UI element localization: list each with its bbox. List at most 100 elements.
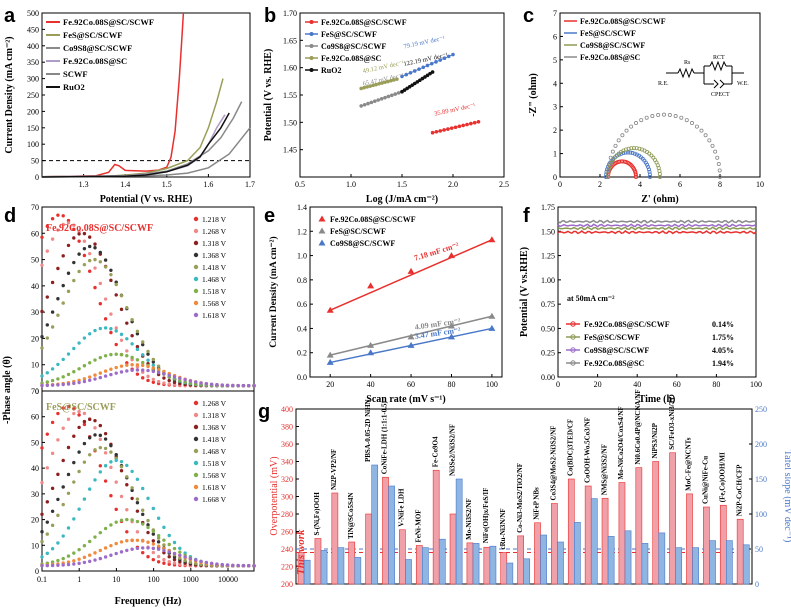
- e-point: [447, 322, 455, 329]
- g-category-label: NiFe(OH)x/FeS/IF: [482, 488, 490, 544]
- d-point-top: [141, 342, 145, 347]
- e-axes-ytick-label: 1.0: [297, 252, 307, 261]
- g-overpotential-bar: [551, 503, 558, 585]
- a-axes-xtick-label: 1.3: [79, 180, 89, 189]
- d-point-bottom: [50, 451, 55, 456]
- d-point-top: [167, 373, 171, 378]
- g-ytick-label: 240: [281, 545, 293, 554]
- a-series-line: [41, 112, 230, 178]
- d-legend-label: 1.668 V: [202, 495, 227, 504]
- d-point-top: [77, 252, 81, 256]
- b-legend-label: Fe.92Co.08S@SC/SCWF: [321, 18, 407, 27]
- d-point-bottom: [215, 562, 219, 566]
- c-point: [684, 118, 689, 123]
- d-point-top: [93, 242, 97, 246]
- circuit-we: W.E.: [737, 81, 749, 87]
- a-legend-label: Co9S8@SC/SCWF: [63, 43, 132, 53]
- g-y2tick-label: 0: [755, 580, 759, 589]
- d-point-bottom: [125, 475, 129, 479]
- g-tafel-bar: [557, 541, 564, 585]
- resistor-rct-icon: [709, 60, 727, 72]
- d-xtick-label: 0.1: [37, 575, 47, 584]
- e-axes-ytick-label: 0.2: [297, 349, 307, 358]
- b-point: [386, 79, 390, 84]
- d-point-bottom: [45, 432, 50, 436]
- d-point-bottom: [162, 543, 166, 547]
- d-point-top: [56, 213, 60, 217]
- d-point-top: [135, 372, 140, 376]
- g-tafel-bar: [624, 530, 632, 585]
- c-point: [629, 124, 634, 129]
- d-point-bottom: [119, 468, 124, 473]
- panel-label-a: a: [4, 5, 16, 27]
- g-category-label: Fe-Co9O4: [431, 436, 439, 467]
- d-point-top: [88, 332, 92, 336]
- a-xlabel: Potential (V vs. RHE): [100, 194, 193, 205]
- d-legend-label: 1.518 V: [202, 287, 227, 296]
- c-legend-label: Fe.92Co.08S@SC/SCWF: [580, 17, 666, 26]
- d-point-bottom: [61, 485, 65, 489]
- g-overpotential-bar: [348, 541, 356, 585]
- circuit-re: R.E.: [658, 81, 669, 87]
- g-category-label: cRu-Ni3N/NF: [499, 508, 507, 549]
- d-point-bottom: [167, 550, 171, 554]
- e-point: [488, 312, 496, 319]
- d-point-bottom: [194, 558, 198, 562]
- d-point-bottom: [109, 443, 113, 448]
- d-point-top: [45, 371, 50, 375]
- d-point-bottom: [162, 548, 166, 553]
- g-y2tick-label: 50: [755, 545, 763, 554]
- d-point-bottom: [93, 426, 97, 430]
- b-slope-label: 79.19 mV dec⁻¹: [403, 35, 445, 51]
- f-legend-marker: [570, 321, 576, 327]
- g-tafel-bar: [455, 478, 463, 585]
- g-category-label: FeNi-MOF: [415, 509, 423, 542]
- d-xtick-label: 10: [112, 575, 120, 584]
- g-overpotential-bar: [432, 469, 440, 585]
- c-point: [608, 155, 613, 160]
- a-axes-ytick-label: 200: [27, 107, 39, 116]
- d-point-top: [119, 332, 124, 337]
- e-point: [326, 306, 334, 313]
- c-point: [644, 115, 649, 120]
- d-point-top: [88, 269, 92, 273]
- f-axes-ytick-label: 1.50: [541, 227, 555, 236]
- g-category-label: CuNi@NiFe-Cu: [702, 456, 710, 504]
- g-tafel-bar: [590, 498, 598, 585]
- g-y2label: Tafel slope (mV dec⁻¹): [782, 450, 791, 543]
- f-legend-marker: [570, 347, 576, 353]
- e-axes-xtick-label: 100: [486, 380, 498, 389]
- d-point-top: [119, 352, 124, 357]
- d-point-bottom: [141, 539, 145, 543]
- b-axes-ytick-label: 1.60: [283, 64, 297, 73]
- d-point-bottom: [209, 561, 214, 566]
- b-point: [407, 85, 412, 89]
- d-point-top: [247, 383, 251, 388]
- c-axes-xtick-label: 2: [598, 180, 602, 189]
- d-point-bottom: [188, 556, 193, 561]
- c-point: [647, 172, 652, 177]
- d-point-bottom: [77, 547, 81, 552]
- c-point: [616, 138, 621, 143]
- d-legend-marker: [193, 496, 199, 502]
- c-point: [628, 150, 633, 155]
- d-point-bottom: [103, 437, 108, 441]
- d-point-top: [114, 342, 118, 347]
- g-category-label: CoOOH-Wo.5Co3/NF: [583, 417, 591, 483]
- d-point-top: [178, 376, 182, 380]
- g-series: [297, 452, 750, 585]
- b-point: [369, 100, 374, 105]
- b-point: [404, 72, 409, 77]
- d-point-top: [135, 347, 140, 352]
- d-point-bottom: [40, 539, 44, 544]
- f-legend-label: Co9S8@SC/SCWF: [584, 346, 649, 355]
- d-point-top: [82, 253, 87, 258]
- g-tafel-bar: [523, 558, 531, 585]
- g-y2tick-label: 150: [755, 475, 767, 484]
- d-point-bottom: [66, 554, 71, 558]
- b-legend-marker: [309, 56, 314, 60]
- d-point-bottom: [103, 479, 108, 483]
- g-overpotential-bar: [635, 467, 643, 585]
- e-axes-ytick-label: 0.8: [297, 276, 307, 285]
- e-axes-xtick-label: 80: [447, 380, 455, 389]
